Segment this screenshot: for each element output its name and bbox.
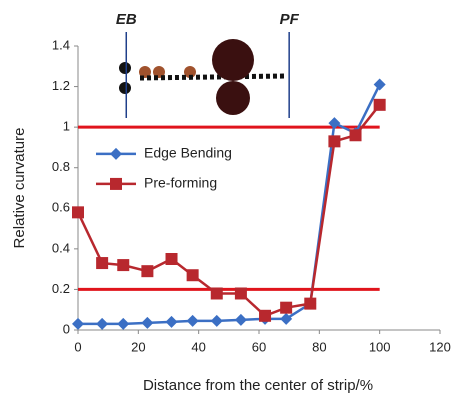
data-point	[373, 78, 386, 91]
x-tick-label: 40	[191, 339, 205, 354]
data-point	[280, 301, 293, 314]
data-point	[328, 117, 341, 130]
data-point	[210, 314, 223, 327]
data-point	[373, 98, 386, 111]
data-point	[141, 265, 154, 278]
legend-marker	[110, 147, 122, 160]
x-axis-label: Distance from the center of strip/%	[143, 377, 373, 394]
y-tick-label: 0.6	[52, 200, 70, 215]
data-point	[117, 259, 130, 272]
x-tick-label: 120	[429, 339, 451, 354]
data-point	[259, 309, 272, 322]
data-point	[186, 314, 199, 327]
annotation: PF	[280, 11, 300, 28]
data-point	[165, 315, 178, 328]
data-point	[96, 257, 109, 270]
y-tick-label: 1.2	[52, 78, 70, 93]
legend-label: Edge Bending	[144, 145, 232, 161]
y-tick-label: 1.4	[52, 37, 70, 52]
y-tick-label: 0.4	[52, 240, 70, 255]
data-point	[349, 129, 362, 142]
data-point	[96, 317, 109, 330]
data-point	[186, 269, 199, 282]
y-tick-label: 0	[63, 321, 70, 336]
y-axis-label: Relative curvature	[11, 128, 28, 249]
legend-label: Pre-forming	[144, 175, 217, 191]
y-tick-label: 0.2	[52, 281, 70, 296]
x-tick-label: 20	[131, 339, 145, 354]
data-point	[234, 287, 247, 300]
x-tick-label: 60	[252, 339, 266, 354]
x-tick-label: 80	[312, 339, 326, 354]
annotation: EB	[116, 11, 137, 28]
strip-schematic	[119, 39, 286, 115]
data-point	[234, 313, 247, 326]
data-point	[165, 253, 178, 265]
data-point	[117, 317, 130, 330]
x-tick-label: 0	[74, 339, 81, 354]
x-tick-label: 100	[369, 339, 391, 354]
data-point	[280, 312, 293, 325]
data-point	[72, 206, 84, 219]
data-point	[304, 297, 317, 310]
data-point	[210, 287, 223, 300]
y-tick-label: 1	[63, 119, 70, 134]
data-point	[72, 317, 84, 330]
legend-marker	[110, 177, 122, 190]
data-point	[328, 135, 341, 148]
data-point	[141, 316, 154, 329]
y-tick-label: 0.8	[52, 159, 70, 174]
